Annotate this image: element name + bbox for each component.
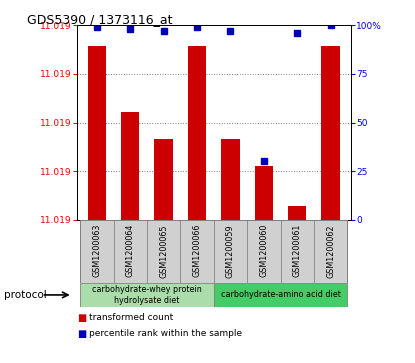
Text: GSM1200062: GSM1200062: [326, 224, 335, 278]
Text: GSM1200066: GSM1200066: [193, 224, 202, 277]
Text: GSM1200064: GSM1200064: [126, 224, 135, 277]
Bar: [288, 206, 306, 220]
Text: protocol: protocol: [4, 290, 47, 300]
Bar: [80, 220, 114, 283]
Text: GSM1200063: GSM1200063: [92, 224, 101, 277]
Bar: [221, 139, 239, 220]
Text: percentile rank within the sample: percentile rank within the sample: [89, 330, 242, 338]
Text: ■: ■: [77, 313, 86, 323]
Bar: [314, 220, 347, 283]
Bar: [214, 283, 347, 307]
Bar: [281, 220, 314, 283]
Text: GSM1200065: GSM1200065: [159, 224, 168, 278]
Bar: [114, 220, 147, 283]
Text: carbohydrate-amino acid diet: carbohydrate-amino acid diet: [221, 290, 340, 299]
Bar: [121, 113, 139, 220]
Text: GSM1200060: GSM1200060: [259, 224, 269, 277]
Text: GDS5390 / 1373116_at: GDS5390 / 1373116_at: [27, 13, 173, 26]
Text: ■: ■: [77, 329, 86, 339]
Bar: [214, 220, 247, 283]
Bar: [154, 139, 173, 220]
Bar: [322, 45, 340, 220]
Text: GSM1200061: GSM1200061: [293, 224, 302, 277]
Bar: [247, 220, 281, 283]
Bar: [181, 220, 214, 283]
Bar: [188, 45, 206, 220]
Bar: [80, 283, 214, 307]
Text: GSM1200059: GSM1200059: [226, 224, 235, 278]
Bar: [255, 166, 273, 220]
Text: carbohydrate-whey protein
hydrolysate diet: carbohydrate-whey protein hydrolysate di…: [92, 285, 202, 305]
Text: transformed count: transformed count: [89, 313, 173, 322]
Bar: [147, 220, 181, 283]
Bar: [88, 45, 106, 220]
